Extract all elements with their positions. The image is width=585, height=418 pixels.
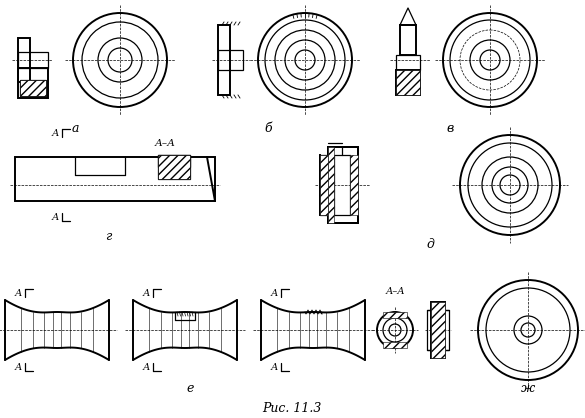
Text: А–А: А–А xyxy=(154,138,175,148)
Text: б: б xyxy=(264,122,272,135)
Bar xyxy=(396,70,420,95)
Bar xyxy=(383,312,407,318)
Text: А: А xyxy=(14,288,22,298)
Bar xyxy=(18,52,48,68)
Bar xyxy=(158,155,190,179)
Bar xyxy=(320,155,328,215)
Bar xyxy=(218,50,243,70)
Text: А: А xyxy=(142,288,150,298)
Bar xyxy=(431,302,445,358)
Text: А: А xyxy=(142,362,150,372)
Text: а: а xyxy=(71,122,79,135)
Bar xyxy=(18,68,48,98)
Bar xyxy=(158,155,190,167)
Text: А–А: А–А xyxy=(385,288,405,296)
Bar xyxy=(396,55,420,70)
Bar xyxy=(427,310,449,350)
Text: А: А xyxy=(51,212,58,222)
Bar xyxy=(15,157,215,201)
Bar xyxy=(20,80,46,96)
Text: А: А xyxy=(14,362,22,372)
Text: А: А xyxy=(51,128,58,138)
Text: в: в xyxy=(446,122,453,135)
Text: ж: ж xyxy=(521,382,535,395)
Bar xyxy=(18,38,30,82)
Text: г: г xyxy=(105,230,111,244)
Text: д: д xyxy=(426,239,434,252)
Text: е: е xyxy=(186,382,194,395)
Text: А: А xyxy=(270,288,278,298)
Bar xyxy=(431,302,445,358)
Bar xyxy=(350,155,358,215)
Bar xyxy=(328,147,334,223)
Text: А: А xyxy=(270,362,278,372)
Text: Рис. 11.3: Рис. 11.3 xyxy=(262,402,322,415)
Bar xyxy=(218,25,230,95)
Bar xyxy=(396,70,420,95)
Bar xyxy=(383,342,407,348)
Bar xyxy=(20,80,46,96)
Bar xyxy=(158,155,190,179)
Bar xyxy=(400,25,416,55)
